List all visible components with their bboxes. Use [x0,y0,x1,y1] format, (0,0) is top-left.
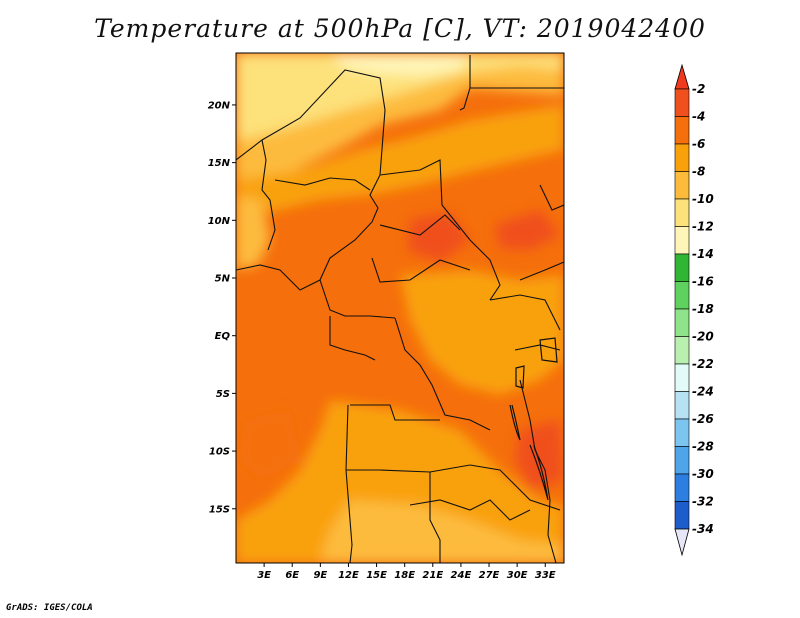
country-borders [236,55,564,563]
lon-tick-label: 27E [479,570,500,581]
colorbar-label: -8 [692,165,705,179]
lon-tick-label: 21E [422,570,443,581]
colorbar-label: -18 [692,302,714,316]
colorbar-label: -16 [692,275,714,289]
colorbar-label: -22 [692,357,714,371]
colorbar-label: -20 [692,330,714,344]
chart-title: Temperature at 500hPa [C], VT: 201904240… [94,14,706,43]
lat-tick-label: 15N [208,158,231,169]
lat-tick-label: EQ [215,331,231,342]
colorbar-label: -14 [692,247,714,261]
lat-tick-label: 20N [208,100,231,111]
lon-tick-label: 12E [338,570,359,581]
colorbar-label: -24 [692,385,714,399]
lon-tick-label: 15E [366,570,387,581]
colorbar-label: -34 [692,522,714,536]
colorbar-label: -12 [692,220,714,234]
colorbar-swatch [674,171,690,200]
colorbar-bottom-arrow [674,528,690,557]
colorbar-swatch [674,88,690,117]
colorbar-swatch [674,446,690,475]
lon-tick-label: 24E [451,570,472,581]
lakes [509,337,558,501]
colorbar-swatch [674,143,690,172]
colorbar-label: -2 [692,82,705,96]
lat-tick-label: 10N [208,216,231,227]
latitude-axis: 20N 15N 10N 5N EQ 5S 10S 15S [208,100,236,515]
lat-tick-label: 10S [209,447,230,458]
lat-tick-label: 5N [215,274,231,285]
colorbar-swatch [674,418,690,447]
colorbar-label: -6 [692,137,705,151]
colorbar-label: -26 [692,412,714,426]
lon-tick-label: 9E [313,570,327,581]
lon-tick-label: 6E [285,570,299,581]
colorbar-swatch [674,281,690,310]
colorbar-label: -32 [692,495,714,509]
colorbar-label: -10 [692,192,714,206]
lat-tick-label: 15S [209,504,230,515]
map-frame [235,52,565,564]
colorbar-swatch [674,473,690,502]
lon-tick-label: 30E [507,570,528,581]
colorbar-swatch [674,391,690,420]
colorbar-swatch [674,226,690,255]
colorbar-label: -30 [692,467,714,481]
colorbar-swatch [674,253,690,282]
colorbar-swatch [674,336,690,365]
colorbar-swatch [674,198,690,227]
credit-text: GrADS: IGES/COLA [6,603,93,613]
colorbar-swatch [674,308,690,337]
colorbar-top-arrow [674,63,690,90]
colorbar-swatch [674,501,690,530]
lon-tick-label: 18E [394,570,415,581]
lat-tick-label: 5S [216,389,230,400]
lon-tick-label: 33E [535,570,556,581]
colorbar-label: -28 [692,440,714,454]
longitude-axis: 3E 6E 9E 12E 15E 18E 21E 24E 27E 30E 33E [257,563,556,581]
lon-tick-label: 3E [257,570,271,581]
temperature-field [236,53,564,563]
colorbar-label: -4 [692,110,705,124]
colorbar-swatch [674,116,690,145]
colorbar: -2 -4 -6 -8 -10 -12 -14 -16 -18 -20 -22 -24 -26 -28 -3… [674,63,714,557]
colorbar-swatch [674,363,690,392]
